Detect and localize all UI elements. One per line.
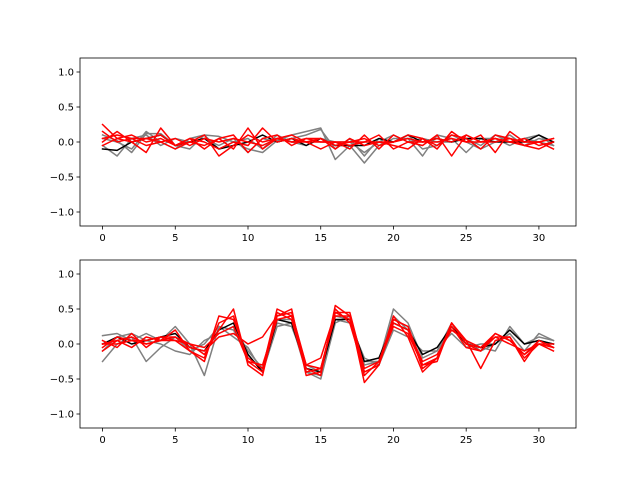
y-tick-label: 1.0 <box>58 68 74 79</box>
x-tick-label: 10 <box>242 233 255 244</box>
x-tick-label: 5 <box>172 435 178 446</box>
subplot-2: 0 5 10 15 20 25 30 −1.0 −0.5 0.0 0.5 1.0 <box>50 259 577 446</box>
y-tick-label: 1.0 <box>58 270 74 281</box>
series-line <box>101 315 555 373</box>
y-tick-label: −0.5 <box>50 173 74 184</box>
y-tick-label: 0.0 <box>58 340 74 351</box>
series-layer <box>101 123 555 164</box>
series-line <box>101 127 555 154</box>
y-tick-label: 0.0 <box>58 138 74 149</box>
x-tick-label: 10 <box>242 435 255 446</box>
x-tick-label: 5 <box>172 233 178 244</box>
series-line <box>101 311 555 370</box>
y-tick-label: −0.5 <box>50 375 74 386</box>
x-tick-label: 20 <box>387 233 400 244</box>
x-tick-label: 15 <box>314 435 327 446</box>
x-tick-label: 25 <box>460 233 473 244</box>
x-tick-label: 30 <box>533 435 546 446</box>
subplot-1: 0 5 10 15 20 25 30 −1.0 −0.5 0.0 0.5 1.0 <box>50 57 577 244</box>
x-tick-label: 25 <box>460 435 473 446</box>
y-tick-label: 0.5 <box>58 305 74 316</box>
x-tick-label: 15 <box>314 233 327 244</box>
x-tick-label: 20 <box>387 435 400 446</box>
series-layer <box>101 304 555 384</box>
y-tick-label: 0.5 <box>58 103 74 114</box>
y-tick-label: −1.0 <box>50 410 74 421</box>
x-tick-label: 30 <box>533 233 546 244</box>
x-tick-label: 0 <box>99 435 105 446</box>
x-tick-label: 0 <box>99 233 105 244</box>
y-tick-label: −1.0 <box>50 208 74 219</box>
